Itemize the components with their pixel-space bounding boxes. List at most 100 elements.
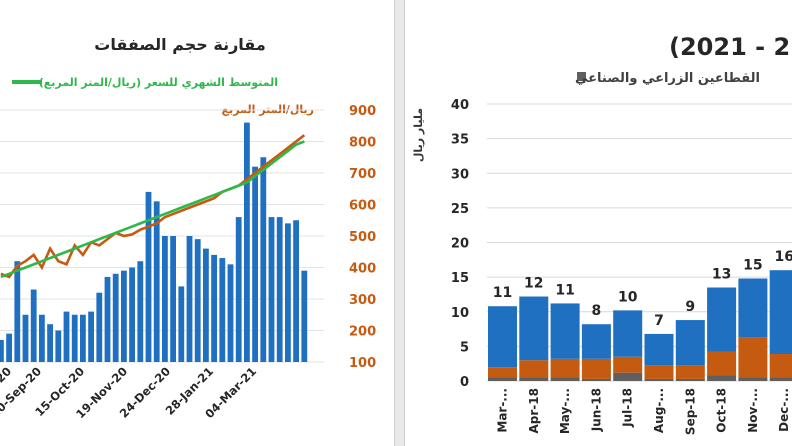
volume-bar — [194, 239, 201, 362]
volume-bar — [0, 339, 4, 362]
volume-bar — [47, 324, 53, 362]
blue-segment — [550, 303, 580, 359]
orange-segment — [488, 367, 517, 378]
volume-bar — [186, 236, 193, 362]
y-tick-label: 10 — [451, 306, 469, 321]
right-chart-svg: (2021 - 2 القطاعين الزراعي والصناعي مليا… — [412, 33, 792, 435]
bar-total-label: 11 — [493, 285, 512, 301]
volume-bar — [137, 261, 144, 362]
volume-bar — [39, 314, 45, 362]
right-axis-tick-label: 100 — [349, 356, 376, 371]
volume-bar — [178, 286, 185, 362]
agri-industrial-segment — [707, 375, 737, 381]
y-tick-label: 30 — [451, 167, 469, 182]
blue-segment — [519, 296, 549, 361]
volume-bar — [145, 191, 152, 362]
bar-total-label: 13 — [712, 267, 731, 283]
volume-bar — [112, 273, 119, 362]
volume-bar — [63, 311, 70, 362]
y-tick-label: 0 — [460, 375, 469, 390]
agri-industrial-segment — [488, 377, 517, 381]
right-axis-tick-label: 600 — [349, 199, 376, 214]
x-tick-label: Dec-... — [777, 388, 791, 432]
volume-bar — [235, 217, 242, 362]
volume-bar — [285, 223, 291, 362]
orange-segment — [613, 356, 643, 373]
x-tick-label: Nov-... — [746, 388, 760, 433]
blue-segment — [707, 287, 737, 352]
volume-bar — [104, 276, 111, 362]
volume-bar — [211, 254, 217, 362]
y-tick-label: 25 — [451, 202, 469, 217]
orange-segment — [581, 358, 611, 379]
bar-total-label: 12 — [524, 276, 543, 292]
left-chart-svg: مقارنة حجم الصفقات المتوسط الشهري للسعر … — [0, 35, 376, 421]
x-tick-label: Sep-18 — [683, 388, 697, 435]
bar-total-label: 16 — [774, 249, 792, 265]
volume-bar — [219, 258, 226, 362]
legend-gray-label: القطاعين الزراعي والصناعي — [575, 71, 760, 86]
x-tick-label: Jul-18 — [621, 388, 635, 428]
agri-industrial-segment — [519, 377, 549, 381]
blue-segment — [644, 333, 674, 366]
right-axis-tick-label: 800 — [349, 136, 376, 151]
y-tick-label: 5 — [460, 340, 469, 355]
volume-bar — [6, 333, 12, 362]
agri-industrial-segment — [613, 372, 643, 381]
volume-bar — [88, 311, 94, 362]
blue-segment — [769, 270, 792, 354]
orange-segment — [519, 360, 549, 378]
monthly-price-line — [0, 134, 306, 279]
y-tick-label: 15 — [451, 271, 469, 286]
orange-segment — [675, 365, 705, 379]
bar-total-label: 8 — [592, 303, 602, 319]
volume-bar — [301, 270, 308, 362]
left-chart-title: مقارنة حجم الصفقات — [94, 35, 265, 54]
right-axis-tick-label: 500 — [349, 230, 376, 245]
agri-industrial-segment — [769, 377, 792, 381]
blue-segment — [488, 306, 517, 368]
volume-bar — [170, 236, 176, 362]
bar-total-label: 9 — [685, 299, 695, 315]
volume-bar — [14, 261, 21, 362]
volume-bar — [153, 201, 160, 362]
volume-bar — [80, 314, 86, 362]
agri-industrial-segment — [644, 378, 674, 381]
average-price-trend-line — [0, 140, 305, 279]
legend-green-line-label: المتوسط الشهري للسعر (ريال/المتر المربع) — [39, 76, 278, 89]
orange-segment — [550, 358, 580, 378]
orange-segment — [644, 365, 674, 379]
volume-bar — [203, 248, 209, 362]
x-tick-label: Apr-18 — [527, 388, 541, 433]
right-axis-tick-label: 400 — [349, 262, 376, 277]
bar-total-label: 7 — [654, 313, 664, 329]
right-axis-tick-label: 900 — [349, 104, 376, 119]
blue-segment — [675, 320, 705, 366]
legend-gray-swatch — [577, 72, 586, 81]
orange-segment — [707, 351, 737, 376]
volume-bar — [71, 314, 78, 362]
right-chart-panel: (2021 - 2 القطاعين الزراعي والصناعي مليا… — [404, 0, 792, 446]
right-axis-tick-label: 200 — [349, 325, 376, 340]
volume-bar — [268, 217, 275, 362]
volume-bar — [227, 264, 234, 362]
volume-bar — [252, 166, 258, 362]
blue-segment — [613, 310, 643, 357]
bar-total-label: 10 — [618, 289, 638, 305]
orange-segment — [738, 337, 768, 378]
volume-bar — [96, 292, 103, 362]
x-tick-label: Aug-... — [652, 388, 666, 433]
right-axis-tick-label: 700 — [349, 167, 376, 182]
x-tick-label: Oct-18 — [715, 388, 729, 433]
blue-segment — [581, 324, 611, 359]
agri-industrial-segment — [550, 377, 580, 381]
volume-bar — [129, 267, 135, 362]
volume-bar — [293, 220, 299, 362]
blue-segment — [738, 278, 768, 338]
volume-bar — [22, 314, 29, 362]
agri-industrial-segment — [675, 378, 705, 381]
bar-total-label: 15 — [743, 258, 762, 274]
x-tick-label: Jun-18 — [589, 388, 603, 432]
y-tick-label: 20 — [451, 237, 469, 252]
right-axis-tick-label: 300 — [349, 293, 376, 308]
